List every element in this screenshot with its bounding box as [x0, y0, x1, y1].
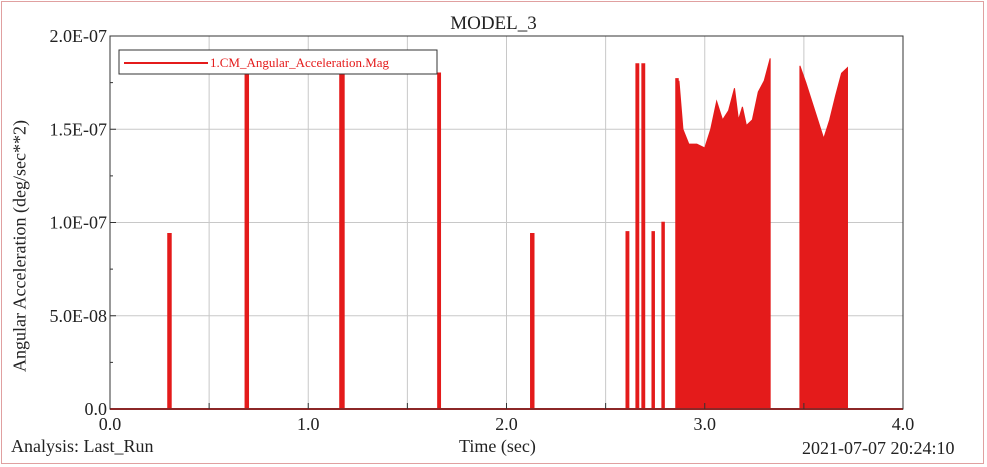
series-spike: [635, 63, 640, 410]
legend[interactable]: 1.CM_Angular_Acceleration.Mag: [118, 49, 438, 75]
timestamp: 2021-07-07 20:24:10: [802, 438, 955, 458]
analysis-label: Analysis: Last_Run: [11, 436, 154, 456]
y-tick-label: 5.0E-08: [50, 306, 108, 326]
series-spike: [244, 72, 250, 410]
x-tick-label: 2.0: [495, 414, 518, 434]
x-tick-label: 0.0: [99, 414, 122, 434]
series-spike: [625, 231, 630, 410]
series-spike: [530, 232, 535, 410]
series-spike: [661, 221, 665, 410]
series-spike: [675, 78, 679, 410]
series-spike: [651, 231, 655, 410]
x-axis-label: Time (sec): [459, 436, 536, 456]
series-spike: [437, 72, 442, 410]
y-tick-label: 2.0E-07: [50, 26, 108, 46]
series-spike: [339, 72, 345, 410]
x-tick-label: 3.0: [694, 414, 717, 434]
series-burst: [799, 65, 848, 410]
y-tick-label: 0.0: [85, 399, 108, 419]
x-tick-label: 1.0: [297, 414, 320, 434]
series-burst: [678, 58, 771, 410]
series-spike: [167, 232, 172, 410]
chart-title: MODEL_3: [450, 13, 537, 34]
y-tick-label: 1.5E-07: [50, 119, 108, 139]
grid: [110, 36, 903, 409]
legend-entry-label: 1.CM_Angular_Acceleration.Mag: [210, 55, 390, 70]
x-tick-label: 4.0: [892, 414, 915, 434]
y-tick-label: 1.0E-07: [50, 213, 108, 233]
axis-ticks: 0.0 1.0 2.0 3.0 4.0 0.0 5.0E-08 1.0E-07 1.5E-07 2…: [50, 26, 915, 434]
series-spike: [641, 63, 646, 410]
